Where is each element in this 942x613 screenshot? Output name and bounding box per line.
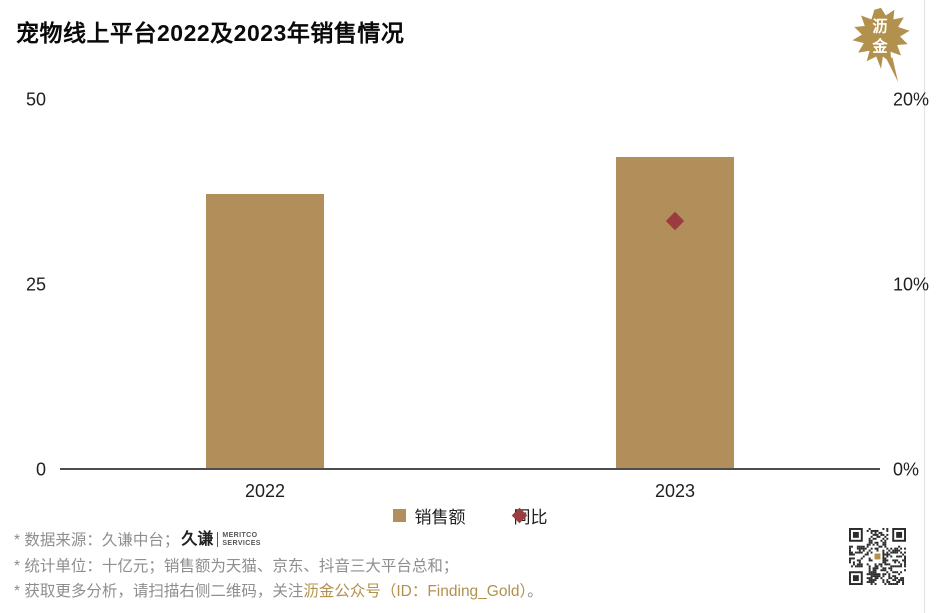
qr-code (849, 528, 906, 585)
footnote-account-gold: 沥金公众号（ID：Finding_Gold） (303, 583, 528, 601)
right-axis-tick-20%: 20% (893, 89, 930, 110)
footnote-unit: * 统计单位：十亿元；销售额为天猫、京东、抖音三大平台总和； (14, 557, 459, 575)
bars (60, 100, 880, 468)
chart-title: 宠物线上平台2022及2023年销售情况 (16, 20, 405, 46)
footnote-more-suffix: 。 (527, 583, 543, 601)
meritco-logo-divider (217, 532, 219, 548)
footnote-source-text: * 数据来源：久谦中台； (14, 532, 180, 549)
logo-char-top: 沥 (872, 19, 887, 36)
lijin-brand-logo: 沥 金 (850, 6, 912, 86)
x-axis-labels: 2022 2023 (60, 481, 880, 502)
right-axis-tick-0%: 0% (893, 459, 920, 480)
meritco-line1: MERITCO (222, 531, 258, 539)
legend-label: 销售额 (414, 508, 466, 527)
bar-2022 (206, 194, 324, 468)
meritco-logo-en: MERITCO SERVICES (222, 532, 260, 548)
points (60, 100, 880, 468)
chart-legend: 销售额 同比 (60, 503, 880, 528)
meritco-logo-cn: 久谦 (181, 531, 214, 549)
bar-slot-2022 (60, 100, 470, 468)
meritco-logo: 久谦 MERITCO SERVICES (181, 527, 261, 553)
right-axis-tick-10%: 10% (893, 274, 930, 295)
bar-slot-2023 (470, 100, 880, 468)
right-axis-ticks: 20% 10% 0% (893, 90, 942, 480)
footnotes: * 数据来源：久谦中台； 久谦 MERITCO SERVICES * 统计单位：十亿元… (14, 528, 543, 605)
left-axis-tick-25: 25 (25, 274, 46, 295)
page-edge-divider (924, 0, 925, 613)
left-axis-tick-0: 0 (35, 459, 46, 480)
bar-2023 (616, 156, 734, 468)
legend-square-icon (392, 509, 406, 522)
left-axis-ticks: 50 25 0 (0, 90, 46, 480)
plot-area (60, 100, 880, 470)
footnote-more-prefix: * 获取更多分析，请扫描右侧二维码，关注 (14, 583, 304, 601)
x-axis-label-2022: 2022 (244, 481, 286, 501)
logo-char-bottom: 金 (871, 38, 888, 56)
gold-splat-icon: 沥 金 (852, 7, 910, 83)
x-axis-label-2023: 2023 (654, 481, 696, 501)
yoy-point-2023 (665, 212, 685, 231)
meritco-line2: SERVICES (222, 539, 261, 547)
legend-item-销售额: 销售额 (392, 503, 466, 528)
legend-item-同比: 同比 (511, 503, 548, 528)
footnote-source: * 数据来源：久谦中台； 久谦 MERITCO SERVICES (14, 528, 543, 554)
footnote-more: * 获取更多分析，请扫描右侧二维码，关注沥金公众号（ID：Finding_Gol… (14, 579, 543, 605)
left-axis-tick-50: 50 (25, 89, 46, 110)
